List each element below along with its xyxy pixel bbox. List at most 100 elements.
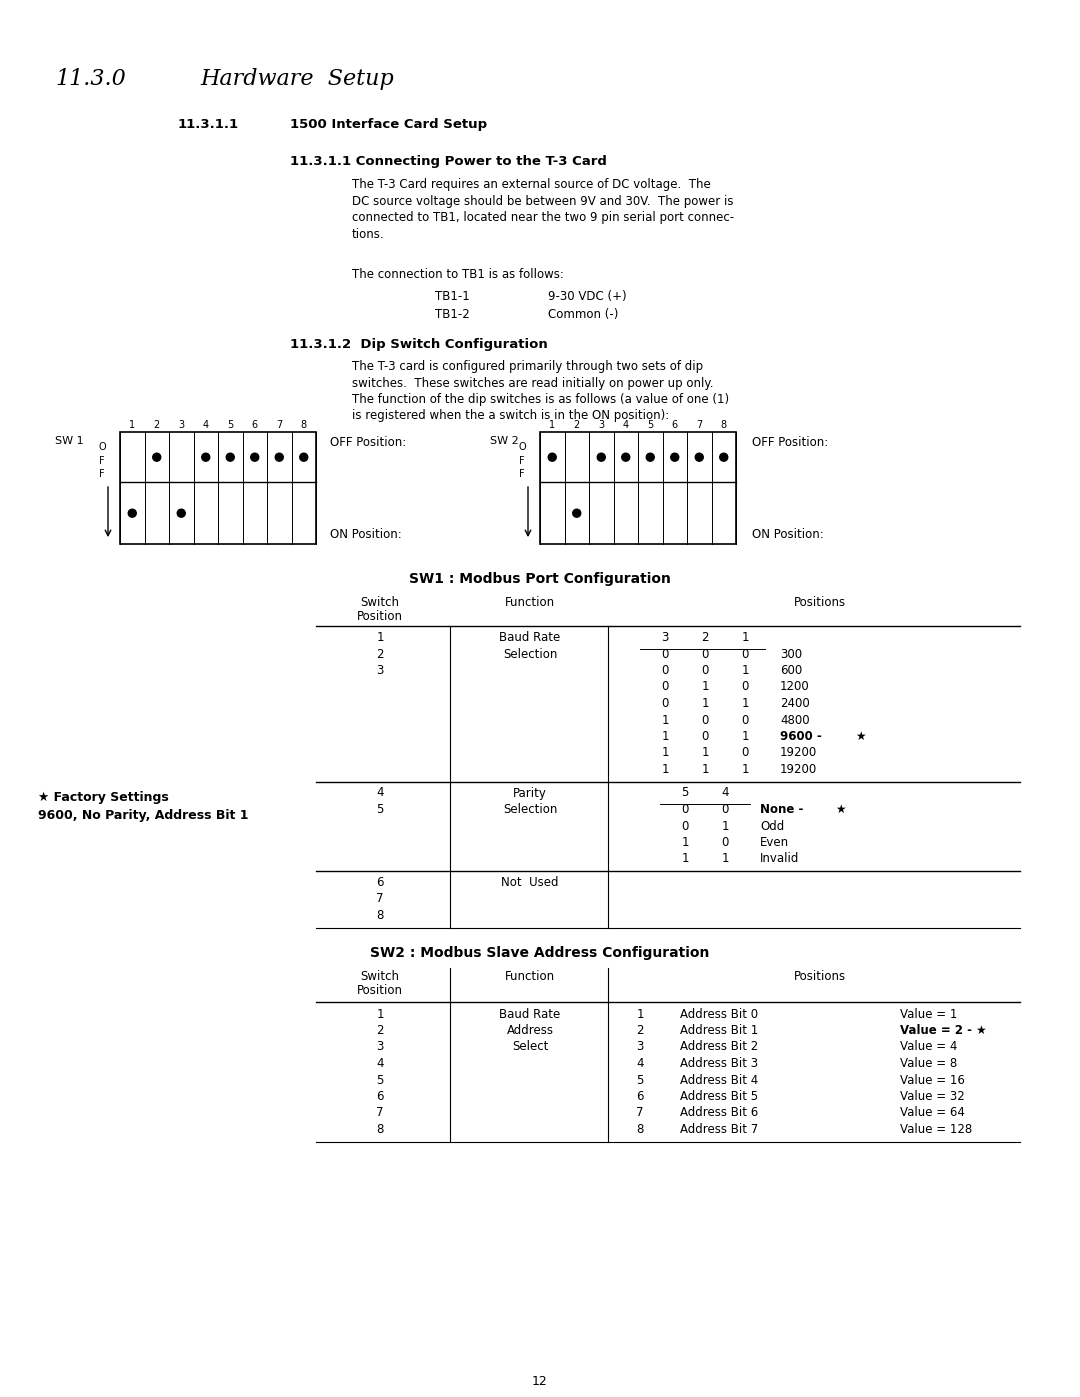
Text: 1: 1 <box>550 420 555 430</box>
Text: 4: 4 <box>721 787 729 799</box>
Text: Hardware  Setup: Hardware Setup <box>200 68 394 89</box>
Text: 1: 1 <box>721 820 729 833</box>
Text: Common (-): Common (-) <box>548 307 619 321</box>
Text: Positions: Positions <box>794 970 846 982</box>
Text: 1500 Interface Card Setup: 1500 Interface Card Setup <box>291 117 487 131</box>
Text: 1: 1 <box>661 731 669 743</box>
Text: The connection to TB1 is as follows:: The connection to TB1 is as follows: <box>352 268 564 281</box>
Text: Address Bit 2: Address Bit 2 <box>680 1041 758 1053</box>
Circle shape <box>597 453 605 461</box>
Bar <box>120 432 316 543</box>
Text: F: F <box>519 455 525 467</box>
Text: 3: 3 <box>376 664 383 678</box>
Text: 0: 0 <box>681 820 689 833</box>
Text: 9600 -: 9600 - <box>780 731 826 743</box>
Text: Baud Rate: Baud Rate <box>499 631 561 644</box>
Text: O: O <box>518 441 526 453</box>
Text: The T-3 Card requires an external source of DC voltage.  The: The T-3 Card requires an external source… <box>352 177 711 191</box>
Text: 1: 1 <box>721 852 729 866</box>
Text: 0: 0 <box>661 680 669 693</box>
Text: Selection: Selection <box>503 803 557 816</box>
Text: Baud Rate: Baud Rate <box>499 1007 561 1020</box>
Text: 8: 8 <box>376 909 383 922</box>
Text: 0: 0 <box>721 835 729 849</box>
Text: Value = 8: Value = 8 <box>900 1058 957 1070</box>
Text: 0: 0 <box>701 664 708 678</box>
Text: F: F <box>519 469 525 479</box>
Text: 5: 5 <box>636 1073 644 1087</box>
Text: 7: 7 <box>636 1106 644 1119</box>
Text: 3: 3 <box>598 420 605 430</box>
Text: 1200: 1200 <box>780 680 810 693</box>
Text: Not  Used: Not Used <box>501 876 558 888</box>
Text: 11.3.1.1: 11.3.1.1 <box>178 117 239 131</box>
Text: 0: 0 <box>701 731 708 743</box>
Text: Address Bit 6: Address Bit 6 <box>680 1106 758 1119</box>
Text: 2: 2 <box>636 1024 644 1037</box>
Text: 600: 600 <box>780 664 802 678</box>
Text: 6: 6 <box>252 420 258 430</box>
Text: SW 2: SW 2 <box>490 436 518 446</box>
Circle shape <box>251 453 259 461</box>
Text: 2: 2 <box>153 420 160 430</box>
Text: 6: 6 <box>636 1090 644 1104</box>
Text: Positions: Positions <box>794 597 846 609</box>
Text: Address Bit 0: Address Bit 0 <box>680 1007 758 1020</box>
Text: 2: 2 <box>376 1024 383 1037</box>
Circle shape <box>671 453 678 461</box>
Text: Address: Address <box>507 1024 554 1037</box>
Text: TB1-2: TB1-2 <box>435 307 470 321</box>
Text: 4: 4 <box>203 420 208 430</box>
Text: ON Position:: ON Position: <box>330 528 402 541</box>
Text: 6: 6 <box>376 1090 383 1104</box>
Text: 5: 5 <box>376 803 383 816</box>
Text: 300: 300 <box>780 647 802 661</box>
Text: 1: 1 <box>701 680 708 693</box>
Text: ★ Factory Settings: ★ Factory Settings <box>38 792 168 805</box>
Text: None -: None - <box>760 803 808 816</box>
Text: 1: 1 <box>636 1007 644 1020</box>
Text: OFF Position:: OFF Position: <box>330 436 406 448</box>
Text: 4: 4 <box>376 787 383 799</box>
Text: 1: 1 <box>701 763 708 775</box>
Text: O: O <box>98 441 106 453</box>
Text: SW 1: SW 1 <box>55 436 83 446</box>
Text: 8: 8 <box>720 420 727 430</box>
Text: Address Bit 5: Address Bit 5 <box>680 1090 758 1104</box>
Text: 0: 0 <box>741 680 748 693</box>
Text: 5: 5 <box>647 420 653 430</box>
Text: Address Bit 1: Address Bit 1 <box>680 1024 758 1037</box>
Text: 1: 1 <box>741 731 748 743</box>
Text: 1: 1 <box>741 664 748 678</box>
Text: Address Bit 7: Address Bit 7 <box>680 1123 758 1136</box>
Text: 1: 1 <box>661 763 669 775</box>
Text: Address Bit 3: Address Bit 3 <box>680 1058 758 1070</box>
Text: 8: 8 <box>300 420 307 430</box>
Text: Value = 2 - ★: Value = 2 - ★ <box>900 1024 987 1037</box>
Text: 3: 3 <box>661 631 669 644</box>
Circle shape <box>572 509 581 517</box>
Text: 7: 7 <box>697 420 702 430</box>
Text: SW1 : Modbus Port Configuration: SW1 : Modbus Port Configuration <box>409 571 671 585</box>
Text: 0: 0 <box>741 746 748 760</box>
Text: The T-3 card is configured primarily through two sets of dip: The T-3 card is configured primarily thr… <box>352 360 703 373</box>
Circle shape <box>129 509 136 517</box>
Text: 4: 4 <box>623 420 629 430</box>
Text: Invalid: Invalid <box>760 852 799 866</box>
Text: Function: Function <box>505 970 555 982</box>
Text: tions.: tions. <box>352 228 384 240</box>
Text: Function: Function <box>505 597 555 609</box>
Text: 1: 1 <box>741 697 748 710</box>
Text: Even: Even <box>760 835 789 849</box>
Circle shape <box>152 453 161 461</box>
Text: 0: 0 <box>741 647 748 661</box>
Text: 3: 3 <box>178 420 185 430</box>
Text: 8: 8 <box>636 1123 644 1136</box>
Circle shape <box>177 509 186 517</box>
Circle shape <box>549 453 556 461</box>
Text: 1: 1 <box>376 1007 383 1020</box>
Text: TB1-1: TB1-1 <box>435 291 470 303</box>
Text: 2: 2 <box>573 420 580 430</box>
Text: 0: 0 <box>661 697 669 710</box>
Text: ★: ★ <box>835 803 846 816</box>
